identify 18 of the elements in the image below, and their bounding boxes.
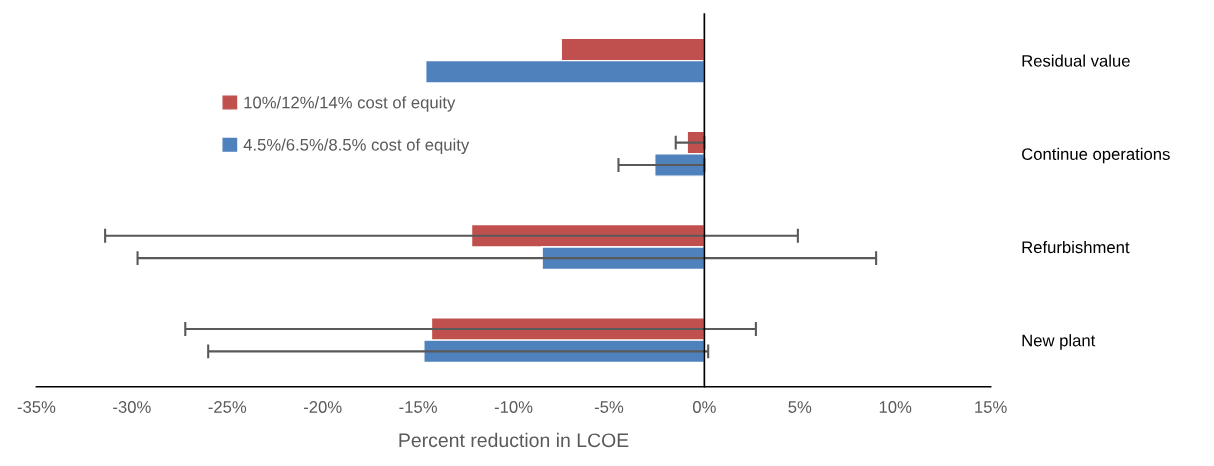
x-tick-label: -30% [113,401,151,413]
legend-label: 10%/12%/14% cost of equity [244,96,456,112]
x-tick-label: -25% [208,401,247,413]
y-tick-label: Continue operations [1022,147,1170,164]
x-tick-label: -5% [594,401,624,413]
y-tick-label: Refurbishment [1022,240,1130,254]
x-tick-label: -15% [399,401,437,413]
y-tick-label: Residual value [1022,54,1130,67]
legend-label: 4.5%/6.5%/8.5% cost of equity [243,138,470,154]
x-tick-label: 5% [788,401,812,413]
x-tick-label: 10% [879,401,912,413]
x-axis-title: Percent reduction in LCOE [399,432,629,448]
x-tick-label: -35% [17,401,56,413]
x-tick-label: -20% [303,401,342,413]
y-tick-label: New plant [1022,334,1096,350]
x-tick-label: 0% [692,401,716,413]
x-tick-label: -10% [494,401,533,413]
x-tick-label: 15% [975,401,1007,413]
